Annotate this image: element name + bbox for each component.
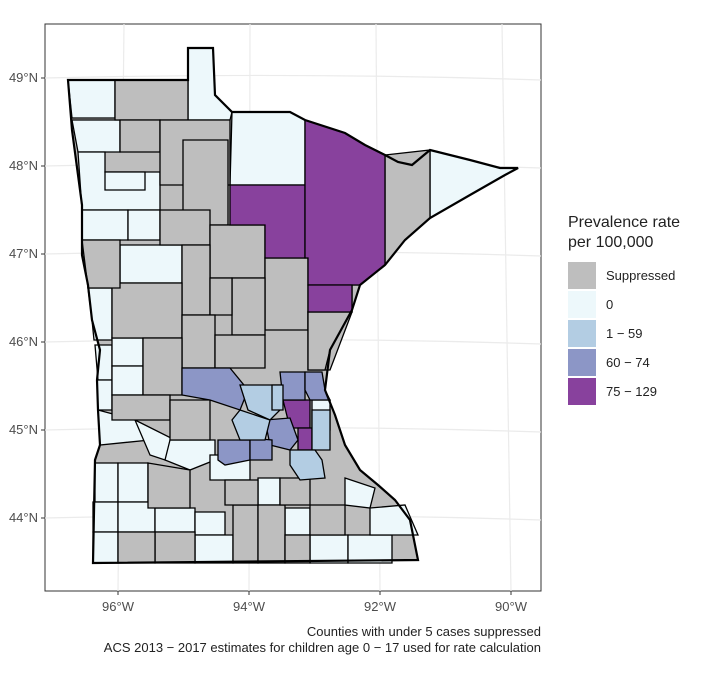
y-tick-label: 47°N xyxy=(9,246,38,261)
county-lincoln xyxy=(94,462,119,503)
x-tick-label: 96°W xyxy=(102,599,135,614)
legend-title-line1: Prevalence rate xyxy=(568,214,681,231)
county-carlton xyxy=(307,284,353,313)
legend-swatch xyxy=(568,291,596,318)
legend-swatch xyxy=(568,378,596,405)
legend-item: Suppressed xyxy=(568,261,680,290)
county-carver-area xyxy=(217,439,251,466)
legend-item: 1 − 59 xyxy=(568,319,680,348)
counties xyxy=(67,47,519,564)
county-becker xyxy=(119,244,183,284)
legend-swatch xyxy=(568,320,596,347)
county-jackson xyxy=(194,534,234,564)
county-washington xyxy=(311,409,331,451)
county-mahnomen xyxy=(127,209,161,241)
legend-title: Prevalence rate per 100,000 xyxy=(568,213,680,253)
x-tick-label: 94°W xyxy=(233,599,266,614)
legend-label: 75 − 129 xyxy=(606,384,657,399)
legend-item: 75 − 129 xyxy=(568,377,680,406)
county-freeborn xyxy=(284,507,311,536)
caption-line1: Counties with under 5 cases suppressed xyxy=(306,624,541,639)
county-big-stone xyxy=(96,379,113,411)
axis-ticks xyxy=(41,77,512,595)
county-dakota xyxy=(289,449,326,481)
legend-label: 1 − 59 xyxy=(606,326,643,341)
legend-swatch xyxy=(568,262,596,289)
legend-label: 60 − 74 xyxy=(606,355,650,370)
county-red-lake xyxy=(104,171,146,191)
county-cottonwood xyxy=(154,507,196,533)
county-stevens xyxy=(111,337,144,367)
legend-title-line2: per 100,000 xyxy=(568,234,654,251)
state-border xyxy=(66,46,519,565)
x-tick-label: 92°W xyxy=(364,599,397,614)
county-rock xyxy=(92,531,119,564)
y-tick-label: 46°N xyxy=(9,334,38,349)
county-winona xyxy=(369,504,419,536)
legend-item: 0 xyxy=(568,290,680,319)
y-tick-label: 44°N xyxy=(9,510,38,525)
county-mower xyxy=(309,534,349,564)
county-wright xyxy=(231,409,271,441)
county-pipestone xyxy=(92,501,119,533)
county-ramsey xyxy=(297,427,313,451)
county-kittson xyxy=(67,79,116,119)
legend-label: Suppressed xyxy=(606,268,676,283)
county-watonwan xyxy=(194,511,226,536)
county-norman xyxy=(81,209,129,241)
county-sherburne xyxy=(271,384,284,411)
y-tick-label: 49°N xyxy=(9,70,38,85)
county-mille-lacs xyxy=(279,371,306,401)
legend-label: 0 xyxy=(606,297,614,312)
county-koochiching xyxy=(229,111,306,186)
legend-item: 60 − 74 xyxy=(568,348,680,377)
county-scott xyxy=(249,437,273,461)
legend: Prevalence rate per 100,000 Suppressed 0 1… xyxy=(568,213,680,406)
caption-line2: ACS 2013 − 2017 estimates for children a… xyxy=(103,640,541,655)
county-swift xyxy=(111,365,144,396)
county-marshall xyxy=(71,119,121,153)
x-tick-label: 90°W xyxy=(495,599,528,614)
y-tick-label: 48°N xyxy=(9,158,38,173)
county-lyon xyxy=(117,462,149,503)
county-fillmore xyxy=(347,534,393,564)
legend-items: Suppressed 0 1 − 59 60 − 74 75 − 129 xyxy=(568,261,680,406)
y-tick-label: 45°N xyxy=(9,422,38,437)
county-le-sueur xyxy=(257,477,281,506)
county-wabasha xyxy=(344,477,376,509)
legend-swatch xyxy=(568,349,596,376)
